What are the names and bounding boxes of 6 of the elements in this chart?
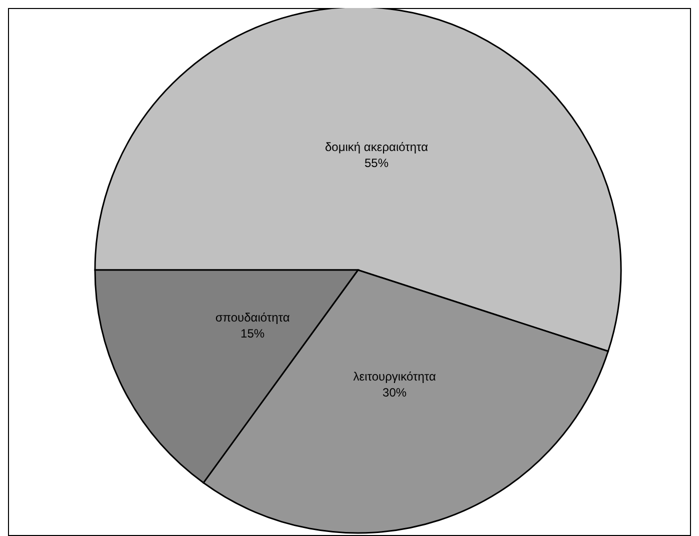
data-label: 15%: [240, 326, 265, 341]
slice-label: λειτουργικότητα: [353, 370, 436, 384]
data-label: 30%: [382, 386, 407, 400]
slice-label: σπουδαιότητα: [215, 310, 290, 325]
slice-label: δομική ακεραιότητα: [324, 140, 428, 154]
data-label: 55%: [364, 156, 389, 170]
